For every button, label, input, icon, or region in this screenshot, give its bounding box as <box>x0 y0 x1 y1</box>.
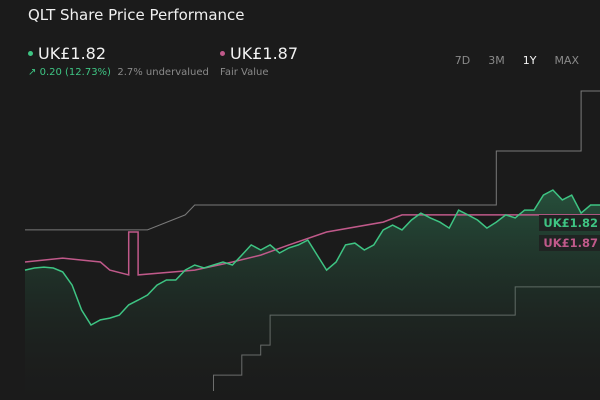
fair-value-label: Fair Value <box>220 67 269 78</box>
arrow-up-right-icon: ↗ <box>28 67 37 78</box>
price-end-label: UK£1.82 <box>539 215 600 231</box>
fair-value-end-label: UK£1.87 <box>539 235 600 251</box>
valuation-note: 2.7% undervalued <box>117 67 209 78</box>
price-change: 0.20 (12.73%) <box>39 67 111 78</box>
upper-band-line <box>25 90 600 231</box>
fair-value-stat: UK£1.87 Fair Value <box>220 44 298 78</box>
range-max[interactable]: MAX <box>554 54 579 67</box>
page-title: QLT Share Price Performance <box>28 6 245 24</box>
range-7d[interactable]: 7D <box>454 54 471 67</box>
current-price: UK£1.82 <box>38 44 107 63</box>
price-dot-icon <box>28 51 33 56</box>
price-stat: UK£1.82 ↗ 0.20 (12.73%) 2.7% undervalued <box>28 44 209 78</box>
range-selector: 7D 3M 1Y MAX <box>446 52 588 69</box>
price-line <box>24 189 600 326</box>
fair-value-dot-icon <box>220 51 225 56</box>
fair-value: UK£1.87 <box>230 44 299 63</box>
price-area <box>25 190 600 400</box>
fair-value-line <box>24 214 600 276</box>
range-3m[interactable]: 3M <box>488 54 505 67</box>
range-1y[interactable]: 1Y <box>522 54 537 67</box>
